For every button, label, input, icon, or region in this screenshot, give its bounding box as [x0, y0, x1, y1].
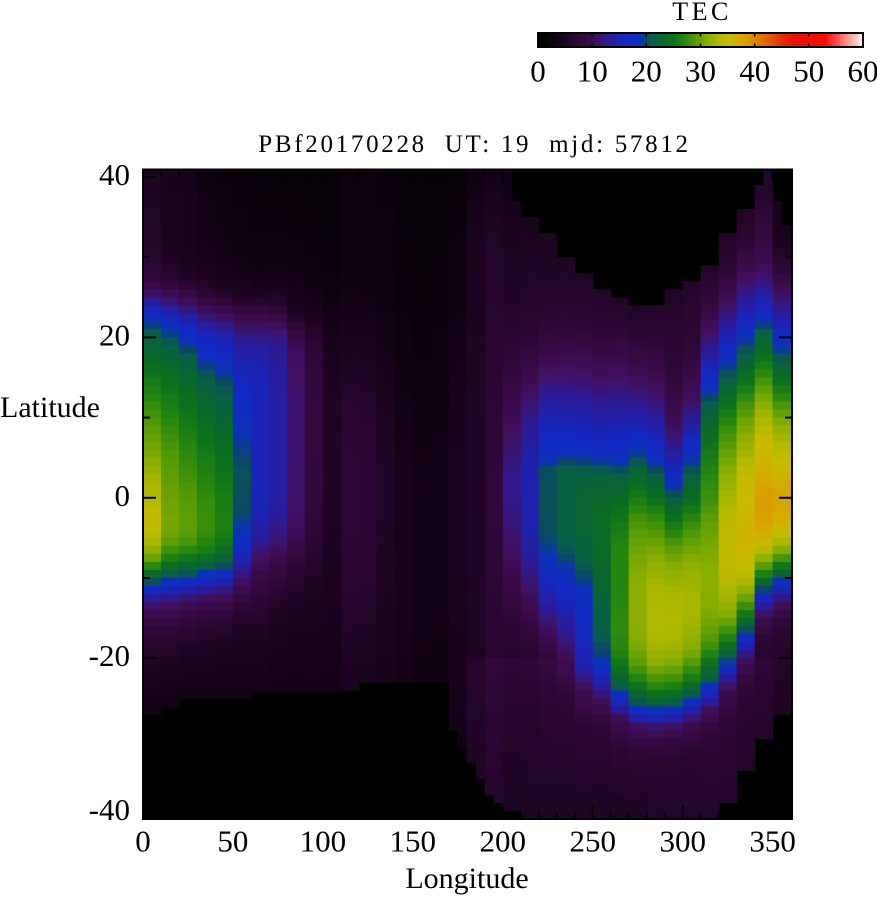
svg-text:TEC: TEC — [672, 0, 732, 26]
svg-text:150: 150 — [390, 824, 437, 859]
svg-text:Latitude: Latitude — [0, 391, 100, 424]
svg-text:10: 10 — [577, 54, 608, 89]
svg-text:250: 250 — [569, 824, 616, 859]
svg-text:40: 40 — [99, 157, 130, 192]
svg-text:60: 60 — [848, 54, 877, 89]
svg-text:0: 0 — [530, 54, 546, 89]
svg-text:0: 0 — [135, 824, 151, 859]
svg-text:20: 20 — [631, 54, 662, 89]
svg-text:20: 20 — [99, 317, 130, 352]
svg-text:100: 100 — [300, 824, 347, 859]
svg-text:30: 30 — [685, 54, 716, 89]
svg-text:-20: -20 — [89, 638, 130, 673]
svg-text:200: 200 — [480, 824, 527, 859]
svg-text:50: 50 — [217, 824, 248, 859]
svg-text:-40: -40 — [89, 792, 130, 827]
svg-text:50: 50 — [793, 54, 824, 89]
svg-text:0: 0 — [115, 478, 131, 513]
svg-text:PBf20170228 UT: 19 mjd: 5781: PBf20170228 UT: 19 mjd: 57812 — [258, 131, 690, 158]
svg-text:40: 40 — [739, 54, 770, 89]
svg-text:350: 350 — [749, 824, 796, 859]
svg-text:Longitude: Longitude — [405, 862, 528, 895]
svg-text:300: 300 — [659, 824, 706, 859]
